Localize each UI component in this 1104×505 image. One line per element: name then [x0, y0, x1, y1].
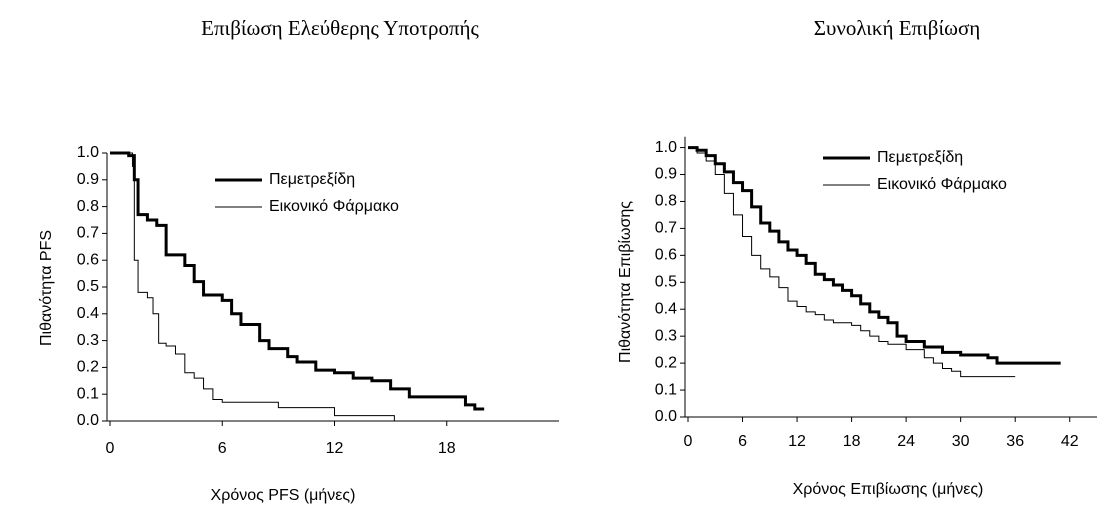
y-tick-label: 0.2	[655, 354, 677, 371]
y-tick-label: 0.1	[77, 385, 99, 402]
survival-curve	[688, 146, 1061, 365]
x-tick-label: 36	[1006, 433, 1024, 450]
legend-label: Πεμετρεξίδη	[877, 149, 963, 166]
y-tick-label: 0.8	[77, 198, 99, 215]
y-tick-label: 0.0	[77, 412, 99, 429]
y-tick-label: 0.9	[77, 171, 99, 188]
x-tick-label: 6	[738, 433, 747, 450]
x-tick-label: 0	[684, 433, 693, 450]
y-tick-label: 0.8	[655, 193, 677, 210]
legend-label: Εικονικό Φάρμακο	[877, 176, 1007, 193]
y-tick-label: 0.5	[655, 274, 677, 291]
y-tick-label: 0.3	[655, 327, 677, 344]
x-tick-label: 24	[897, 433, 915, 450]
chart-title: Επιβίωση Ελεύθερης Υποτροπής	[201, 16, 479, 40]
y-tick-label: 0.3	[77, 332, 99, 349]
survival-curve	[110, 151, 485, 411]
y-tick-label: 0.9	[655, 166, 677, 183]
y-tick-label: 0.6	[655, 247, 677, 264]
legend-label: Εικονικό Φάρμακο	[269, 198, 399, 215]
survival-curve	[110, 152, 395, 421]
y-tick-label: 0.1	[655, 381, 677, 398]
y-axis-label: Πιθανότητα PFS	[38, 230, 55, 346]
chart-title: Συνολική Επιβίωση	[814, 16, 981, 40]
x-tick-label: 12	[788, 433, 806, 450]
x-tick-label: 30	[952, 433, 970, 450]
y-tick-label: 1.0	[655, 139, 677, 156]
legend-label: Πεμετρεξίδη	[269, 171, 355, 188]
x-tick-label: 18	[843, 433, 861, 450]
x-tick-label: 6	[218, 440, 227, 457]
y-tick-label: 1.0	[77, 144, 99, 161]
x-tick-label: 0	[106, 440, 115, 457]
survival-curve	[688, 147, 1016, 378]
y-tick-label: 0.7	[655, 220, 677, 237]
x-tick-label: 18	[438, 440, 456, 457]
y-tick-label: 0.4	[655, 300, 677, 317]
x-axis-label: Χρόνος Επιβίωσης (μήνες)	[793, 481, 984, 498]
y-axis-label: Πιθανότητα Επιβίωσης	[617, 201, 634, 363]
x-tick-label: 12	[326, 440, 344, 457]
y-tick-label: 0.5	[77, 278, 99, 295]
x-axis-label: Χρόνος PFS (μήνες)	[211, 487, 356, 504]
y-tick-label: 0.6	[77, 251, 99, 268]
y-tick-label: 0.4	[77, 305, 99, 322]
y-tick-label: 0.7	[77, 225, 99, 242]
y-tick-label: 0.2	[77, 359, 99, 376]
y-tick-label: 0.0	[655, 408, 677, 425]
x-tick-label: 42	[1061, 433, 1079, 450]
